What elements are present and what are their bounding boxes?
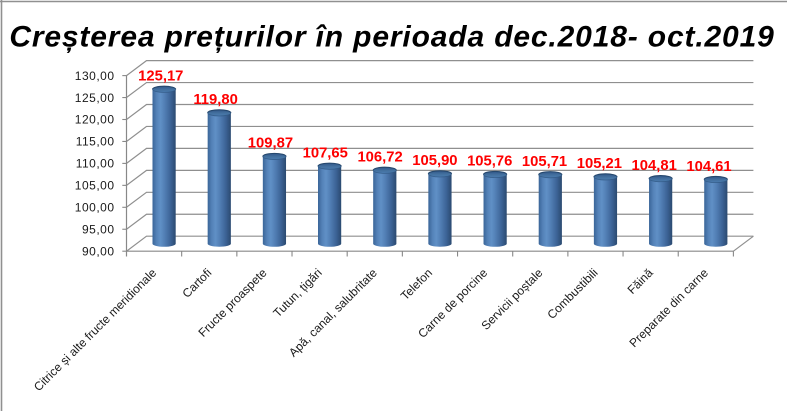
svg-text:95,00: 95,00: [82, 222, 115, 236]
svg-text:130,00: 130,00: [75, 69, 115, 83]
svg-text:105,00: 105,00: [75, 179, 115, 193]
svg-text:105,71: 105,71: [522, 154, 567, 170]
svg-text:109,87: 109,87: [248, 136, 293, 152]
svg-text:125,00: 125,00: [75, 91, 115, 105]
svg-text:120,00: 120,00: [75, 113, 115, 127]
svg-text:104,81: 104,81: [632, 158, 677, 174]
svg-text:115,00: 115,00: [76, 135, 115, 149]
svg-text:107,65: 107,65: [303, 145, 348, 161]
svg-text:125,17: 125,17: [138, 69, 183, 85]
svg-text:105,21: 105,21: [577, 156, 622, 172]
svg-text:100,00: 100,00: [75, 201, 115, 215]
svg-text:90,00: 90,00: [82, 244, 115, 258]
svg-text:110,00: 110,00: [76, 157, 115, 171]
svg-text:119,80: 119,80: [193, 92, 237, 108]
svg-text:105,90: 105,90: [412, 153, 457, 169]
svg-text:104,61: 104,61: [686, 159, 731, 175]
svg-text:105,76: 105,76: [467, 154, 512, 170]
svg-text:Creșterea prețurilor în perioa: Creșterea prețurilor în perioada dec.201…: [9, 21, 774, 54]
svg-text:106,72: 106,72: [357, 150, 402, 166]
